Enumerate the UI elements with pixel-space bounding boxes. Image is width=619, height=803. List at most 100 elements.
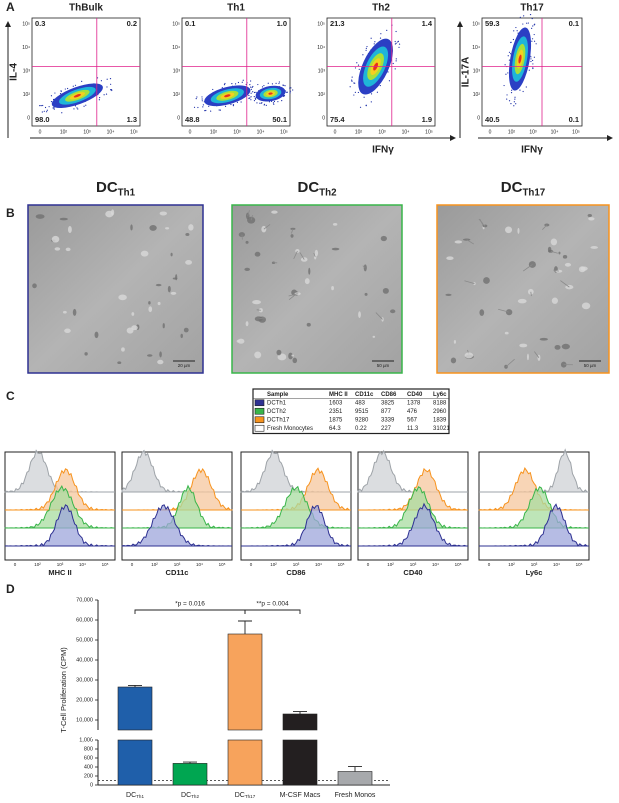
cell — [483, 277, 490, 284]
event-dot — [532, 67, 534, 70]
event-dot — [253, 96, 255, 98]
table-cell: 2960 — [433, 409, 447, 415]
y-tick-label: 0 — [322, 115, 325, 121]
image-title-main: DC — [501, 179, 523, 196]
event-dot — [254, 97, 256, 99]
cell — [454, 240, 463, 244]
event-dot — [504, 64, 506, 66]
cell — [32, 283, 37, 289]
x-tick-label: 10² — [387, 562, 394, 567]
cell — [35, 214, 45, 219]
event-dot — [370, 101, 372, 103]
event-dot — [105, 93, 108, 95]
event-dot — [510, 41, 512, 43]
event-dot — [531, 17, 533, 20]
event-dot — [359, 106, 362, 108]
plot-title: Th2 — [372, 3, 390, 14]
event-dot — [53, 107, 55, 109]
event-dot — [271, 83, 274, 85]
event-dot — [515, 103, 517, 105]
event-dot — [257, 83, 259, 86]
event-dot — [268, 101, 271, 103]
x-tick-label: 10² — [151, 562, 158, 567]
quadrant-value: 1.4 — [422, 19, 433, 28]
cell — [358, 311, 361, 319]
scale-bar-label: 50 µm — [377, 363, 390, 368]
cell-process — [478, 218, 486, 227]
cell — [140, 250, 149, 257]
event-dot — [513, 101, 515, 103]
event-dot — [510, 92, 513, 94]
bar — [337, 771, 373, 786]
x-tick-label: 0 — [131, 562, 134, 567]
histogram-curve — [478, 466, 589, 511]
x-tick-label: 10³ — [410, 562, 417, 567]
cell — [245, 321, 249, 327]
cell — [590, 246, 598, 249]
cell-process — [550, 250, 558, 254]
table-swatch — [254, 407, 265, 415]
table-header: CD40 — [407, 392, 423, 398]
cell-process — [313, 252, 316, 257]
quadrant-value: 0.1 — [569, 19, 579, 28]
table-cell: 877 — [381, 409, 392, 415]
x-tick-label: 10⁵ — [130, 129, 138, 135]
histogram-curve — [4, 484, 115, 529]
table-frame — [252, 388, 450, 435]
event-dot — [349, 86, 351, 88]
x-tick-label: 10³ — [529, 129, 537, 135]
x-tick-label-main: Fresh Monos — [335, 792, 376, 799]
y-tick-label: 0 — [177, 115, 180, 121]
event-dot — [285, 91, 287, 93]
cell — [588, 217, 595, 221]
cell — [526, 353, 529, 361]
cell — [54, 247, 61, 251]
histogram-label: CD11c — [166, 568, 189, 577]
plot-frame — [481, 17, 583, 127]
event-dot — [201, 98, 203, 100]
event-dot — [376, 91, 378, 93]
x-tick-label: 0 — [250, 562, 253, 567]
table-cell: 9515 — [355, 409, 369, 415]
micrograph — [436, 204, 610, 374]
event-dot — [106, 86, 108, 88]
cell — [558, 251, 561, 255]
event-dot — [379, 37, 382, 39]
event-dot — [98, 99, 100, 101]
table-cell: 64.3 — [329, 426, 341, 432]
event-dot — [111, 89, 113, 92]
event-dot — [380, 33, 382, 35]
event-dot — [290, 87, 292, 89]
panel-label: D — [6, 582, 15, 596]
event-dot — [397, 40, 400, 42]
event-dot — [532, 63, 534, 65]
event-dot — [50, 100, 53, 103]
cell — [453, 339, 457, 344]
cell-process — [362, 265, 366, 269]
table-swatch — [254, 399, 265, 407]
x-tick-label: 0 — [14, 562, 17, 567]
table-cell: DCTh17 — [267, 417, 290, 423]
y-axis-label: T-Cell Proliferation (CPM) — [59, 647, 68, 733]
event-dot — [250, 86, 252, 88]
table-cell: 1603 — [329, 400, 343, 406]
cell — [390, 309, 396, 314]
table-cell: 1839 — [433, 417, 447, 423]
event-dot — [373, 43, 375, 45]
table-cell: 9280 — [355, 417, 369, 423]
y-tick-label: 0 — [90, 782, 93, 788]
cell — [131, 325, 138, 331]
quadrant-value: 0.1 — [569, 115, 579, 124]
x-tick-label: DCTh1 — [126, 792, 144, 799]
event-dot — [387, 71, 389, 73]
event-dot — [525, 86, 527, 88]
event-dot — [505, 73, 507, 75]
event-dot — [531, 40, 533, 42]
y-axis-label: IL-17A — [461, 57, 472, 88]
event-dot — [529, 13, 532, 16]
cell — [587, 213, 592, 218]
x-tick-label: 0 — [367, 562, 370, 567]
panel-label: B — [6, 206, 15, 220]
event-dot — [221, 87, 223, 89]
event-dot — [379, 84, 381, 87]
